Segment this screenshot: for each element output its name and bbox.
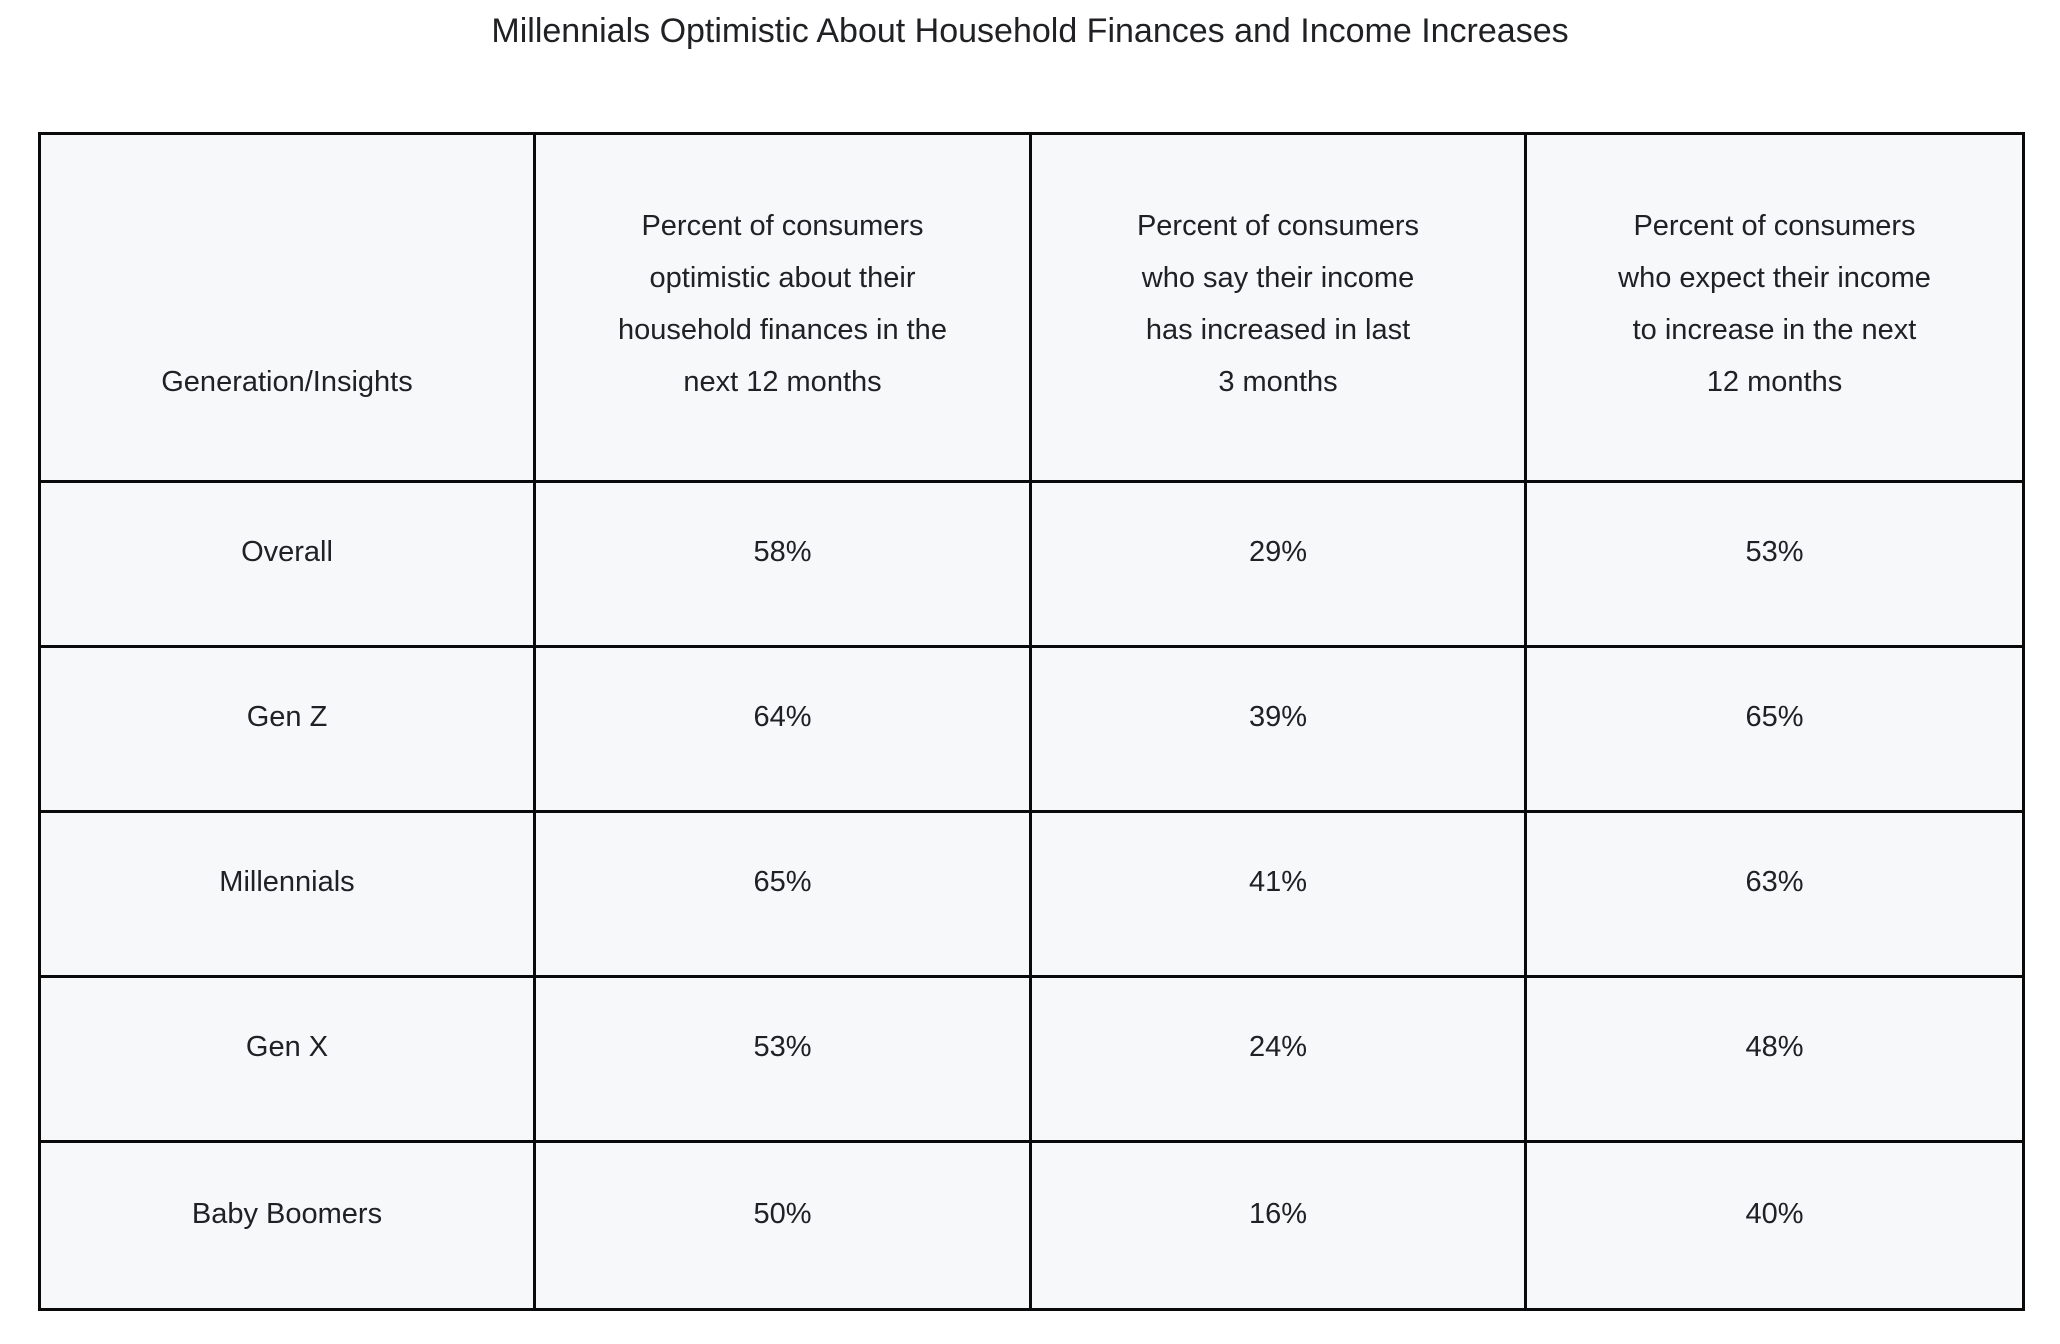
header-line: has increased in last	[1145, 314, 1411, 346]
page-title: Millennials Optimistic About Household F…	[491, 12, 1569, 50]
value-cell: 64%	[533, 645, 1032, 813]
value-cell: 58%	[533, 480, 1032, 648]
value-cell: 41%	[1029, 810, 1527, 978]
header-line: Percent of consumers	[1136, 210, 1420, 242]
value-cell: 39%	[1029, 645, 1527, 813]
header-line: who expect their income	[1618, 262, 1931, 294]
value-cell: 65%	[1524, 645, 2025, 813]
value-cell: 48%	[1524, 975, 2025, 1143]
header-line: next 12 months	[683, 366, 882, 398]
row-label: Baby Boomers	[38, 1140, 536, 1311]
table-row-gen-x: Gen X 53% 24% 48%	[38, 975, 2025, 1143]
header-line: to increase in the next	[1632, 314, 1917, 346]
header-line: 3 months	[1218, 366, 1338, 398]
value-cell: 53%	[1524, 480, 2025, 648]
header-line: household finances in the	[618, 314, 947, 346]
value-cell: 40%	[1524, 1140, 2025, 1311]
value-cell: 24%	[1029, 975, 1527, 1143]
table-row-overall: Overall 58% 29% 53%	[38, 480, 2025, 648]
value-cell: 65%	[533, 810, 1032, 978]
header-line: who say their income	[1141, 262, 1415, 294]
header-row: Generation/Insights Percent of consumers…	[38, 132, 2025, 483]
row-label: Millennials	[38, 810, 536, 978]
value-cell: 50%	[533, 1140, 1032, 1311]
column-header-generation-insights: Generation/Insights	[38, 132, 536, 483]
header-line: Percent of consumers	[1633, 210, 1916, 242]
header-line: 12 months	[1706, 366, 1843, 398]
column-header-income-increased-last-3-months: Percent of consumers who say their incom…	[1029, 132, 1527, 483]
generation-insights-table: Generation/Insights Percent of consumers…	[38, 132, 2025, 1311]
table-header: Generation/Insights Percent of consumers…	[38, 132, 2025, 483]
row-label: Gen Z	[38, 645, 536, 813]
column-header-optimistic-household-finances: Percent of consumers optimistic about th…	[533, 132, 1032, 483]
column-header-expect-income-increase-next-12-months: Percent of consumers who expect their in…	[1524, 132, 2025, 483]
row-label: Gen X	[38, 975, 536, 1143]
value-cell: 16%	[1029, 1140, 1527, 1311]
table-row-baby-boomers: Baby Boomers 50% 16% 40%	[38, 1140, 2025, 1311]
header-line: Generation/Insights	[161, 366, 413, 398]
row-label: Overall	[38, 480, 536, 648]
table-row-millennials: Millennials 65% 41% 63%	[38, 810, 2025, 978]
table-body: Overall 58% 29% 53% Gen Z 64% 39% 65% Mi…	[38, 480, 2025, 1311]
header-line: optimistic about their	[649, 262, 916, 294]
table-row-gen-z: Gen Z 64% 39% 65%	[38, 645, 2025, 813]
value-cell: 63%	[1524, 810, 2025, 978]
value-cell: 29%	[1029, 480, 1527, 648]
header-line: Percent of consumers	[641, 210, 924, 242]
value-cell: 53%	[533, 975, 1032, 1143]
